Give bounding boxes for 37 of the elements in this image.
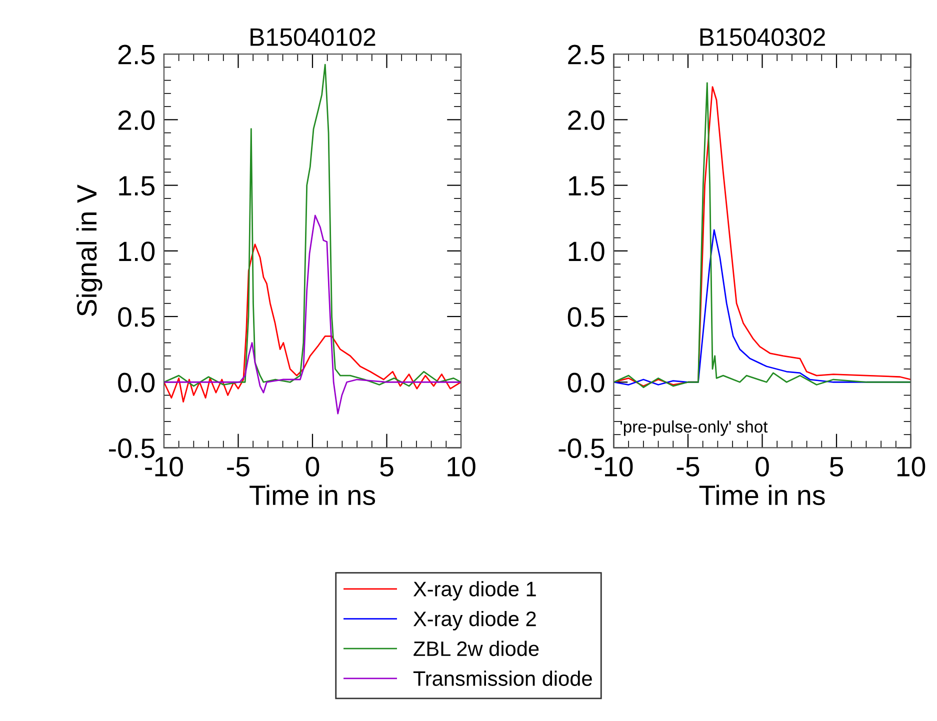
x-tick-label: 0 bbox=[756, 456, 769, 476]
y-tick-label: 2.5 bbox=[118, 44, 154, 64]
line-series bbox=[164, 244, 462, 403]
x-tick-label: 10 bbox=[448, 456, 476, 476]
legend-label: X-ray diode 2 bbox=[413, 610, 536, 630]
y-tick-label: 1.0 bbox=[119, 242, 155, 262]
line-series bbox=[164, 64, 462, 387]
y-tick-label: 0.0 bbox=[568, 372, 604, 392]
y-tick-label: -0.5 bbox=[558, 438, 604, 458]
legend-label: Transmission diode bbox=[413, 670, 592, 686]
x-tick-label: -5 bbox=[227, 457, 250, 476]
x-tick-label: -10 bbox=[145, 456, 183, 476]
y-tick-label: 0.0 bbox=[118, 372, 155, 392]
x-tick-label: 5 bbox=[380, 457, 394, 476]
y-tick-label: 2.0 bbox=[118, 110, 155, 130]
legend-label: X-ray diode 1 bbox=[413, 581, 536, 601]
y-axis-title: Signal in V bbox=[76, 184, 102, 316]
x-tick-label: 5 bbox=[830, 457, 844, 476]
x-tick-label: -5 bbox=[676, 457, 700, 476]
y-tick-label: 2.5 bbox=[568, 44, 604, 64]
x-tick-label: 0 bbox=[306, 456, 320, 476]
x-tick-label: -10 bbox=[594, 456, 633, 476]
y-tick-label: -0.5 bbox=[109, 438, 154, 458]
y-tick-label: 1.0 bbox=[568, 242, 604, 262]
x-axis-title: Time in ns bbox=[699, 484, 825, 506]
y-tick-label: 1.5 bbox=[119, 176, 154, 196]
y-tick-label: 1.5 bbox=[568, 176, 604, 196]
y-tick-label: 0.5 bbox=[568, 307, 604, 327]
line-series bbox=[164, 214, 462, 414]
y-tick-label: 0.5 bbox=[118, 307, 154, 327]
legend-label: ZBL 2w diode bbox=[414, 640, 539, 656]
x-axis-title: Time in ns bbox=[250, 484, 376, 506]
y-tick-label: 2.0 bbox=[568, 110, 604, 130]
chart-title: B15040302 bbox=[700, 28, 825, 46]
x-tick-label: 10 bbox=[897, 456, 926, 476]
chart-title: B15040102 bbox=[250, 28, 376, 46]
annotation: 'pre-pulse-only' shot bbox=[620, 420, 768, 436]
